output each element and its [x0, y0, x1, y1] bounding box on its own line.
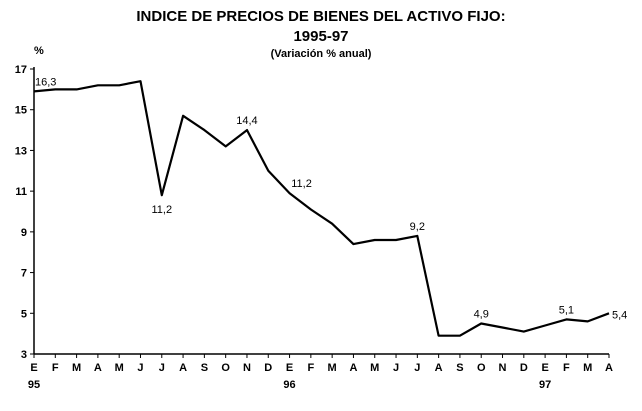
- series-layer: [33, 80, 610, 337]
- x-tick-label: A: [605, 362, 613, 374]
- y-tick-label: 7: [21, 268, 27, 280]
- data-label: 14,4: [236, 115, 257, 127]
- data-label: 4,9: [474, 308, 489, 320]
- y-axis-ticks: 3 5 7 9 11 13 15 17: [15, 64, 34, 361]
- x-tick-label: J: [159, 362, 165, 374]
- data-label: 9,2: [410, 221, 425, 233]
- year-label: 95: [28, 379, 40, 391]
- y-tick-label: 15: [15, 105, 27, 117]
- x-tick-label: A: [179, 362, 187, 374]
- y-tick-label: 3: [21, 349, 27, 361]
- x-tick-label: F: [307, 362, 314, 374]
- x-tick-label: D: [520, 362, 528, 374]
- x-tick-label: A: [435, 362, 443, 374]
- x-tick-label: J: [393, 362, 399, 374]
- x-tick-label: E: [30, 362, 37, 374]
- y-tick-label: 9: [21, 227, 27, 239]
- series-line: [33, 80, 610, 337]
- x-tick-label: S: [456, 362, 463, 374]
- x-tick-label: M: [328, 362, 337, 374]
- x-tick-label: A: [94, 362, 102, 374]
- y-tick-label: 17: [15, 64, 27, 76]
- chart-subtitle: 1995-97: [293, 28, 349, 45]
- y-tick-label: 13: [15, 145, 27, 157]
- chart-note: (Variación % anual): [270, 48, 372, 60]
- x-tick-label: S: [201, 362, 208, 374]
- chart-title: INDICE DE PRECIOS DE BIENES DEL ACTIVO F…: [136, 8, 506, 25]
- data-label: 5,4: [612, 309, 627, 321]
- x-tick-label: E: [286, 362, 293, 374]
- x-tick-label: M: [583, 362, 592, 374]
- data-label: 16,3: [35, 76, 56, 88]
- y-tick-label: 5: [21, 308, 27, 320]
- x-tick-label: M: [72, 362, 81, 374]
- x-tick-label: O: [477, 362, 486, 374]
- x-tick-label: D: [264, 362, 272, 374]
- x-tick-label: F: [563, 362, 570, 374]
- data-label: 5,1: [559, 304, 574, 316]
- x-tick-label: M: [370, 362, 379, 374]
- x-tick-label: M: [115, 362, 124, 374]
- year-label: 97: [539, 379, 551, 391]
- x-tick-label: J: [414, 362, 420, 374]
- x-tick-label: A: [349, 362, 357, 374]
- x-tick-label: O: [221, 362, 230, 374]
- x-tick-label: J: [137, 362, 143, 374]
- x-tick-label: N: [499, 362, 507, 374]
- y-tick-label: 11: [15, 186, 27, 198]
- data-label: 11,2: [291, 178, 312, 190]
- x-tick-label: N: [243, 362, 251, 374]
- axes: [33, 67, 609, 355]
- x-tick-label: E: [541, 362, 548, 374]
- x-axis-ticks: E F M A M J J A S O N D E F M A M J J A S O N D E F M A95 96 97: [28, 354, 613, 391]
- x-tick-label: F: [52, 362, 59, 374]
- year-label: 96: [283, 379, 295, 391]
- data-label: 11,2: [151, 204, 172, 216]
- y-axis-label: %: [34, 45, 44, 57]
- data-labels-layer: 16,3 11,2 14,4 11,2 9,2 4,9 5,1 5,4: [35, 76, 627, 321]
